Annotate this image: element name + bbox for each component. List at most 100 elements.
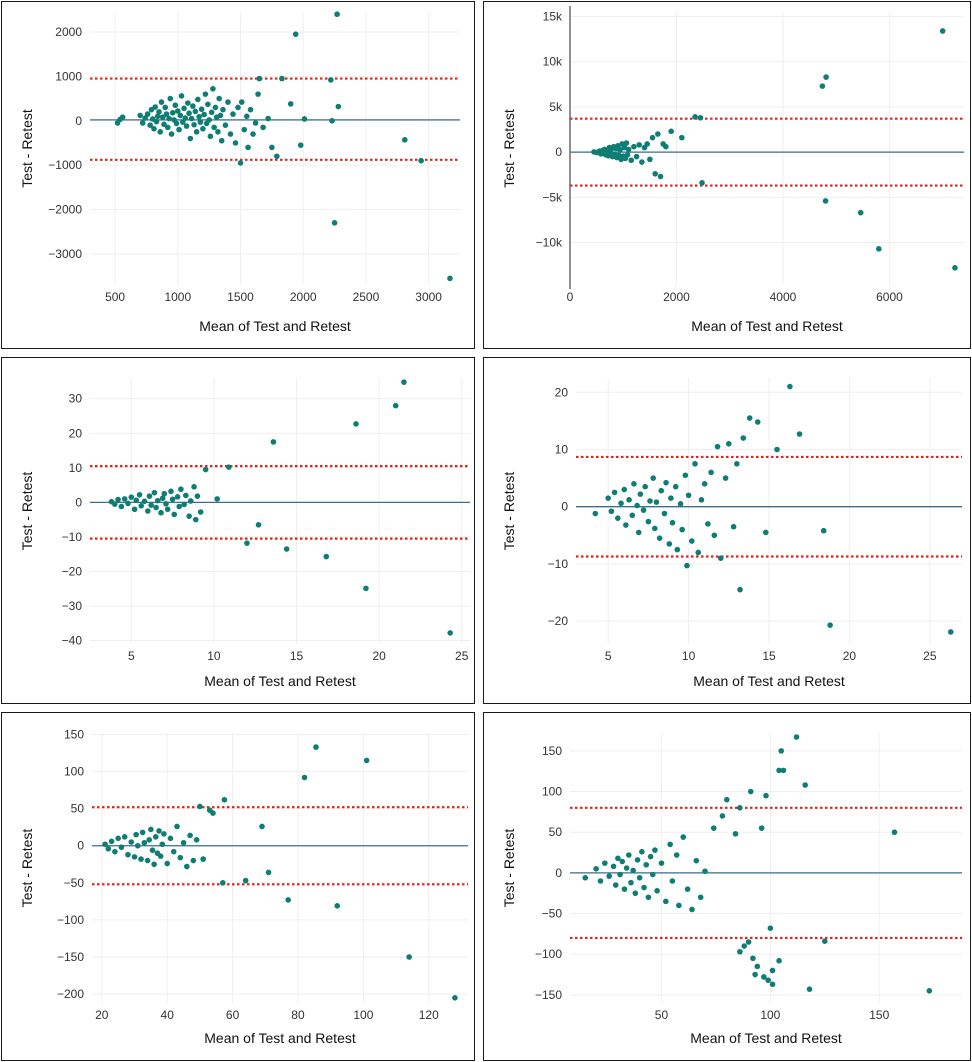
data-point — [669, 878, 676, 884]
data-point — [197, 803, 203, 810]
x-tick-label: 25 — [455, 649, 469, 663]
data-point — [331, 220, 338, 226]
x-axis-title: Mean of Test and Retest — [690, 1030, 842, 1046]
data-point — [623, 140, 630, 146]
data-point — [187, 498, 194, 504]
data-point — [697, 114, 704, 121]
data-point — [225, 99, 231, 105]
data-point — [241, 126, 248, 133]
data-point — [658, 487, 665, 494]
data-point — [649, 134, 656, 141]
data-point — [667, 841, 673, 848]
data-point — [218, 137, 225, 144]
data-point — [647, 853, 654, 860]
data-point — [637, 491, 644, 497]
data-point — [167, 95, 174, 102]
data-point — [639, 848, 645, 855]
data-point — [190, 857, 197, 864]
data-point — [780, 767, 787, 774]
y-tick-label: −3000 — [48, 247, 82, 261]
data-point — [626, 497, 632, 503]
data-point — [250, 131, 256, 137]
data-point — [144, 857, 151, 864]
data-point — [701, 481, 708, 487]
data-point — [623, 865, 630, 871]
data-point — [876, 246, 882, 252]
data-point — [633, 153, 640, 160]
data-point — [169, 496, 176, 503]
data-point — [684, 886, 691, 892]
data-point — [732, 831, 739, 837]
data-point — [148, 502, 154, 508]
data-point — [152, 834, 159, 840]
data-point — [624, 152, 631, 158]
data-point — [621, 144, 628, 151]
data-point — [197, 509, 204, 515]
data-point — [121, 834, 128, 840]
data-point — [153, 118, 160, 125]
data-point — [621, 886, 628, 892]
data-point — [137, 112, 143, 119]
data-point — [618, 500, 624, 507]
data-point — [605, 495, 611, 501]
data-point — [183, 492, 189, 499]
data-point — [628, 157, 635, 164]
data-point — [222, 122, 229, 128]
data-point — [606, 873, 612, 879]
data-point — [741, 943, 748, 949]
data-point — [666, 541, 673, 547]
data-point — [207, 133, 214, 140]
data-point — [623, 522, 629, 528]
data-point — [335, 103, 342, 110]
data-point — [645, 894, 652, 901]
data-point — [170, 848, 177, 855]
data-point — [161, 121, 167, 128]
data-point — [177, 854, 184, 861]
data-point — [183, 123, 190, 129]
data-point — [711, 532, 718, 539]
data-point — [787, 383, 793, 390]
data-point — [939, 28, 946, 34]
data-point — [769, 981, 776, 988]
data-point — [156, 828, 162, 834]
data-point — [402, 137, 408, 143]
data-point — [154, 113, 161, 120]
data-point — [625, 146, 632, 153]
data-point — [164, 124, 171, 131]
data-point — [617, 871, 623, 878]
data-point — [827, 622, 833, 628]
data-point — [292, 31, 299, 37]
data-point — [227, 131, 234, 137]
data-point — [182, 115, 189, 121]
data-point — [615, 855, 621, 862]
x-tick-label: 80 — [291, 1008, 305, 1022]
y-tick-label: −40 — [62, 634, 83, 648]
data-point — [647, 156, 653, 163]
y-tick-label: −100 — [535, 947, 562, 961]
data-point — [329, 117, 335, 124]
data-point — [162, 104, 169, 111]
data-point — [608, 508, 615, 515]
y-tick-label: 150 — [542, 744, 562, 758]
data-point — [820, 527, 827, 534]
data-point — [269, 144, 275, 151]
x-axis-title: Mean of Test and Retest — [204, 673, 356, 689]
x-tick-label: 25 — [923, 649, 937, 663]
data-point — [230, 111, 236, 117]
y-tick-label: 50 — [549, 825, 563, 839]
plot-panel-middle-left: 5 10 15 20 25 30 20 10 0 −10 −20 −30 −40 Mean of Test… — [1, 357, 475, 704]
y-tick-label: 10 — [69, 461, 83, 475]
data-point — [656, 535, 663, 541]
data-point — [151, 125, 157, 132]
data-point — [232, 140, 239, 146]
y-tick-label: 0 — [75, 495, 82, 509]
x-tick-label: 20 — [372, 649, 386, 663]
data-point — [141, 839, 148, 846]
data-point — [710, 825, 717, 831]
y-tick-label: 30 — [69, 392, 83, 406]
y-tick-label: 0 — [555, 145, 562, 159]
data-point — [237, 160, 244, 166]
data-point — [274, 153, 280, 160]
data-point — [778, 748, 785, 754]
data-point — [447, 630, 453, 636]
